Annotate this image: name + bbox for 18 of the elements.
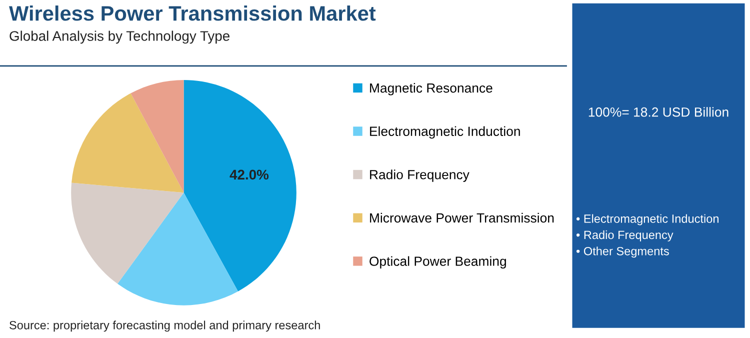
pie-slice	[130, 80, 184, 193]
legend-label: Optical Power Beaming	[370, 256, 506, 269]
pie-slice	[71, 182, 184, 284]
text: • Other Segments	[576, 246, 669, 258]
legend-label: Radio Frequency	[370, 170, 470, 182]
text: • Electromagnetic Induction	[576, 214, 718, 226]
legend-label: Electromagnetic Induction	[370, 126, 520, 139]
source-note: Source: proprietary forecasting model and primary research	[10, 320, 320, 332]
legend-label: Magnetic Resonance	[370, 82, 492, 96]
pie-slice	[184, 80, 296, 292]
chart-subtitle: Global Analysis by Technology Type	[10, 30, 230, 44]
chart-title: Wireless Power Transmission Market	[9, 6, 376, 21]
pie-slice	[118, 192, 238, 306]
pie-slice	[72, 93, 184, 193]
text: 100%= 18.2 USD Billion	[588, 107, 728, 117]
legend-label: Microwave Power Transmission	[370, 212, 554, 223]
text: • Radio Frequency	[576, 230, 674, 242]
data-label: 42.0%	[230, 170, 269, 180]
